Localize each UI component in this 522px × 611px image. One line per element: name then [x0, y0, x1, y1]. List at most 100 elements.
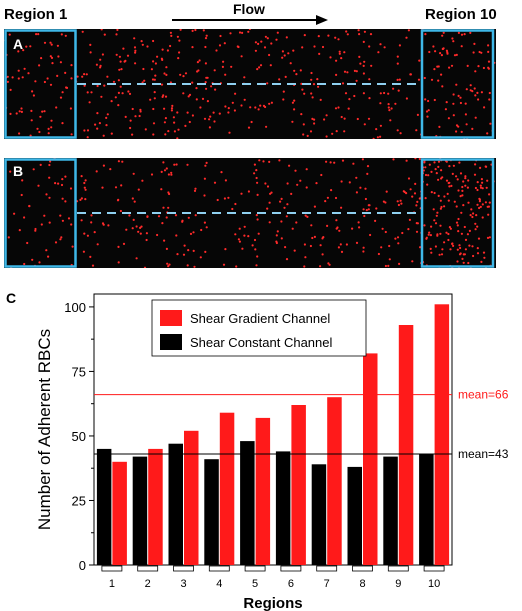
adherent-cell-dot — [139, 108, 142, 111]
adherent-cell-dot — [213, 181, 217, 184]
adherent-cell-dot — [153, 78, 156, 81]
adherent-cell-dot — [205, 34, 208, 37]
adherent-cell-dot — [457, 31, 460, 34]
adherent-cell-dot — [15, 112, 18, 115]
adherent-cell-dot — [460, 211, 463, 214]
adherent-cell-dot — [338, 229, 341, 232]
adherent-cell-dot — [96, 112, 99, 115]
adherent-cell-dot — [95, 170, 98, 173]
adherent-rbc-bar-chart: 1 2 3 4 5 6 7 8 9 100255075100mean=66mean=43Regio… — [35, 293, 509, 611]
adherent-cell-dot — [204, 62, 207, 65]
adherent-cell-dot — [286, 203, 289, 206]
region-10-box — [420, 158, 495, 268]
adherent-cell-dot — [345, 30, 348, 33]
adherent-cell-dot — [256, 218, 259, 221]
adherent-cell-dot — [229, 32, 232, 35]
bar-gradient — [148, 448, 163, 565]
adherent-cell-dot — [461, 194, 464, 197]
adherent-cell-dot — [39, 163, 42, 166]
adherent-cell-dot — [358, 226, 361, 229]
adherent-cell-dot — [170, 171, 173, 174]
adherent-cell-dot — [291, 120, 294, 123]
adherent-cell-dot — [283, 206, 286, 209]
adherent-cell-dot — [115, 53, 118, 56]
adherent-cell-dot — [161, 95, 164, 98]
adherent-cell-dot — [355, 191, 358, 194]
adherent-cell-dot — [227, 196, 230, 199]
adherent-cell-dot — [480, 178, 483, 181]
adherent-cell-dot — [89, 255, 92, 258]
adherent-cell-dot — [199, 256, 202, 259]
adherent-cell-dot — [84, 179, 87, 182]
adherent-cell-dot — [418, 197, 421, 200]
adherent-cell-dot — [319, 244, 322, 247]
adherent-cell-dot — [164, 117, 167, 120]
x-tick-label: 2 — [145, 578, 151, 590]
adherent-cell-dot — [160, 83, 164, 86]
adherent-cell-dot — [167, 173, 170, 176]
adherent-cell-dot — [453, 54, 457, 57]
adherent-cell-dot — [70, 64, 73, 67]
adherent-cell-dot — [49, 41, 52, 44]
adherent-cell-dot — [355, 241, 359, 244]
adherent-cell-dot — [474, 186, 477, 190]
x-tick-bracket — [208, 565, 230, 572]
adherent-cell-dot — [94, 123, 97, 126]
adherent-cell-dot — [368, 45, 371, 48]
adherent-cell-dot — [191, 81, 194, 84]
adherent-cell-dot — [150, 173, 154, 176]
legend-label: Shear Gradient Channel — [190, 311, 330, 326]
adherent-cell-dot — [145, 232, 148, 235]
adherent-cell-dot — [469, 89, 472, 92]
adherent-cell-dot — [466, 233, 469, 236]
adherent-cell-dot — [425, 236, 428, 239]
adherent-cell-dot — [101, 53, 104, 56]
adherent-cell-dot — [131, 197, 134, 200]
adherent-cell-dot — [119, 85, 122, 88]
adherent-cell-dot — [228, 131, 231, 134]
adherent-cell-dot — [296, 183, 299, 186]
adherent-cell-dot — [355, 70, 358, 73]
adherent-cell-dot — [290, 192, 293, 195]
adherent-cell-dot — [203, 177, 206, 180]
adherent-cell-dot — [21, 179, 24, 182]
adherent-cell-dot — [31, 258, 34, 261]
adherent-cell-dot — [27, 72, 30, 75]
adherent-cell-dot — [383, 91, 386, 95]
adherent-cell-dot — [396, 129, 399, 132]
adherent-cell-dot — [407, 29, 410, 32]
adherent-cell-dot — [452, 93, 455, 96]
adherent-cell-dot — [152, 133, 155, 136]
adherent-cell-dot — [448, 165, 451, 168]
adherent-cell-dot — [89, 51, 92, 54]
bar-gradient — [434, 304, 450, 565]
adherent-cell-dot — [327, 34, 330, 37]
adherent-cell-dot — [118, 55, 121, 58]
adherent-cell-dot — [171, 104, 174, 107]
adherent-cell-dot — [106, 75, 109, 78]
adherent-cell-dot — [427, 174, 430, 177]
adherent-cell-dot — [30, 109, 33, 112]
adherent-cell-dot — [8, 33, 11, 36]
adherent-cell-dot — [176, 35, 179, 38]
adherent-cell-dot — [166, 262, 169, 265]
adherent-cell-dot — [201, 97, 205, 100]
adherent-cell-dot — [292, 49, 295, 52]
adherent-cell-dot — [452, 102, 455, 105]
adherent-cell-dot — [381, 227, 384, 230]
y-tick-label: 100 — [64, 300, 86, 315]
adherent-cell-dot — [80, 197, 83, 200]
adherent-cell-dot — [173, 163, 176, 166]
adherent-cell-dot — [417, 78, 421, 81]
adherent-cell-dot — [200, 228, 203, 232]
adherent-cell-dot — [85, 73, 88, 76]
adherent-cell-dot — [145, 238, 148, 242]
adherent-cell-dot — [384, 230, 387, 234]
adherent-cell-dot — [353, 69, 356, 72]
adherent-cell-dot — [230, 65, 233, 68]
adherent-cell-dot — [441, 34, 444, 37]
adherent-cell-dot — [36, 127, 39, 130]
adherent-cell-dot — [476, 252, 480, 255]
adherent-cell-dot — [472, 51, 475, 54]
adherent-cell-dot — [430, 191, 433, 194]
